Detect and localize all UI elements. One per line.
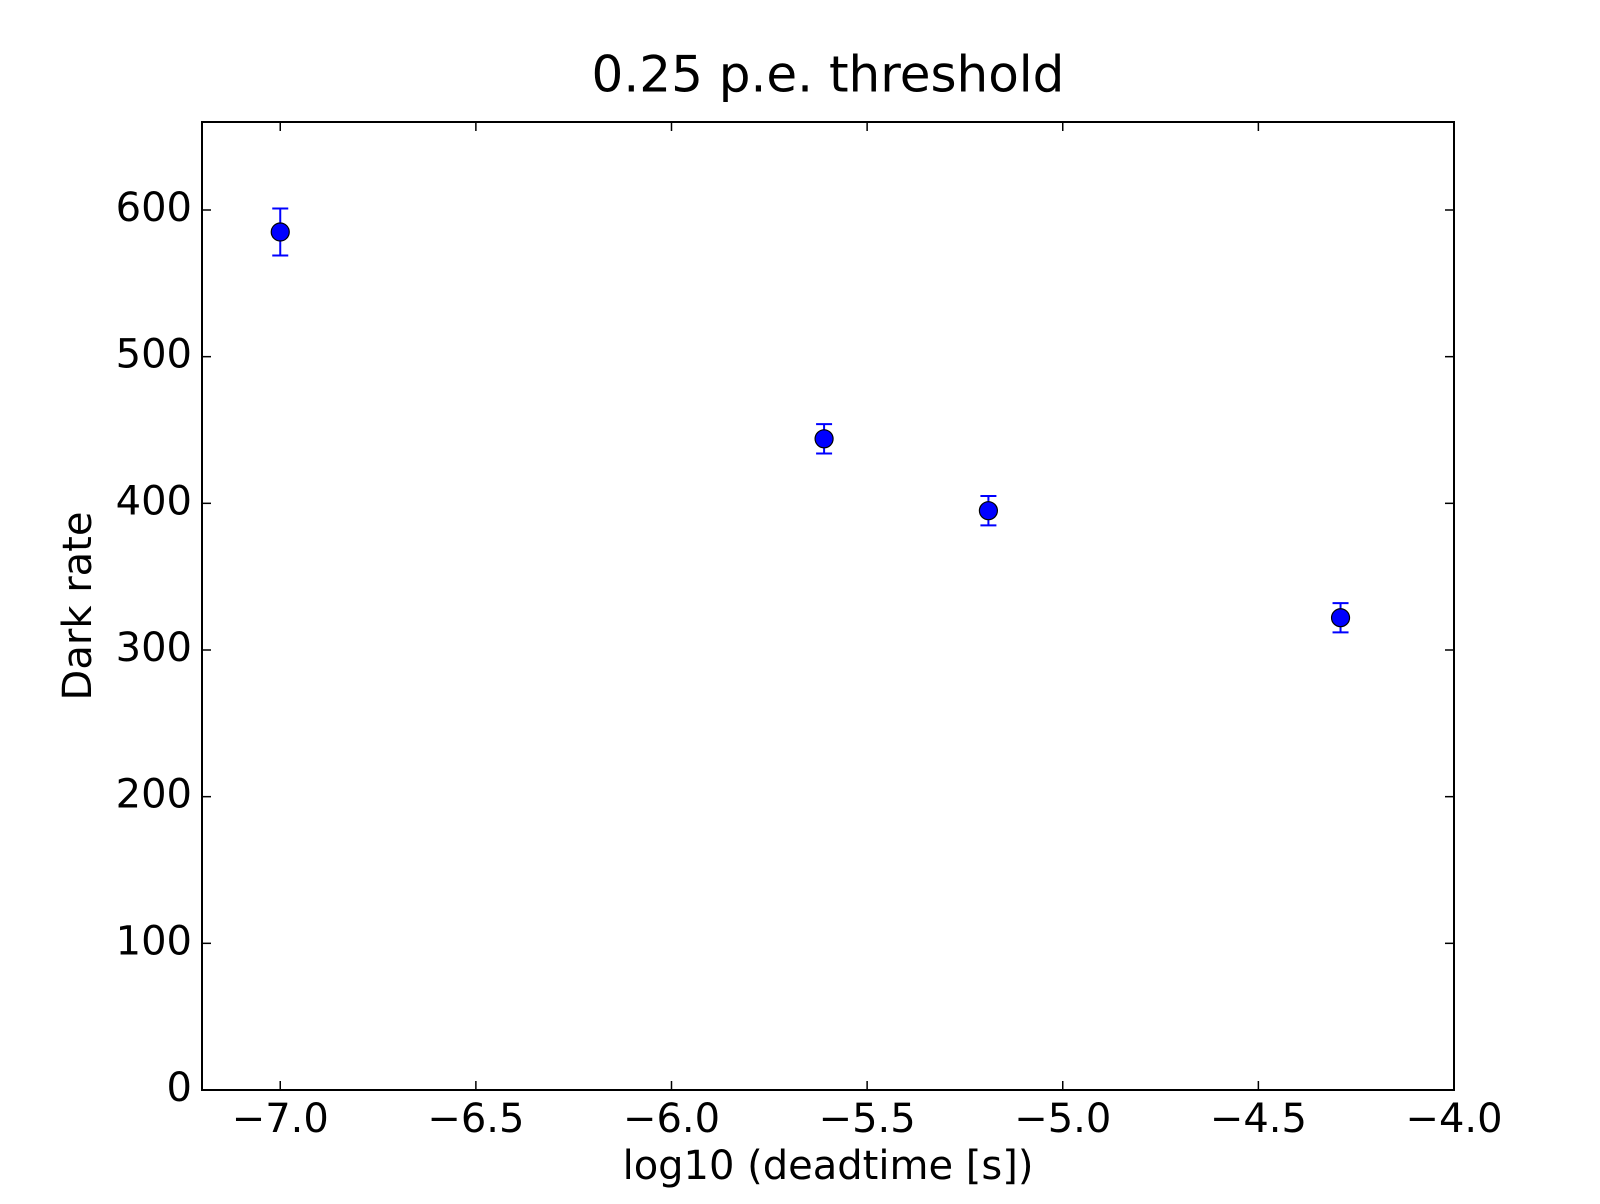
y-tick-label: 500 [116, 332, 192, 378]
x-axis-label: log10 (deadtime [s]) [623, 1143, 1034, 1189]
x-tick-label: −5.0 [1014, 1096, 1111, 1142]
plot-frame [201, 121, 1455, 1091]
x-tick-label: −4.5 [1210, 1096, 1307, 1142]
y-tick-label: 0 [167, 1065, 192, 1111]
y-tick-label: 100 [116, 918, 192, 964]
x-tick-label: −4.0 [1405, 1096, 1502, 1142]
y-tick-label: 300 [116, 625, 192, 671]
point [270, 222, 290, 242]
point [978, 501, 999, 521]
x-tick-label: −7.0 [232, 1096, 329, 1142]
y-tick-label: 400 [116, 478, 192, 524]
x-tick-label: −6.5 [427, 1096, 524, 1142]
y-axis-label: Dark rate [55, 512, 101, 701]
point [814, 429, 834, 449]
point [1330, 608, 1351, 628]
x-tick-label: −6.0 [623, 1096, 720, 1142]
x-tick-label: −5.5 [819, 1096, 916, 1142]
chart-title: 0.25 p.e. threshold [592, 46, 1065, 104]
y-tick-label: 200 [116, 772, 192, 818]
y-tick-label: 600 [116, 185, 192, 231]
